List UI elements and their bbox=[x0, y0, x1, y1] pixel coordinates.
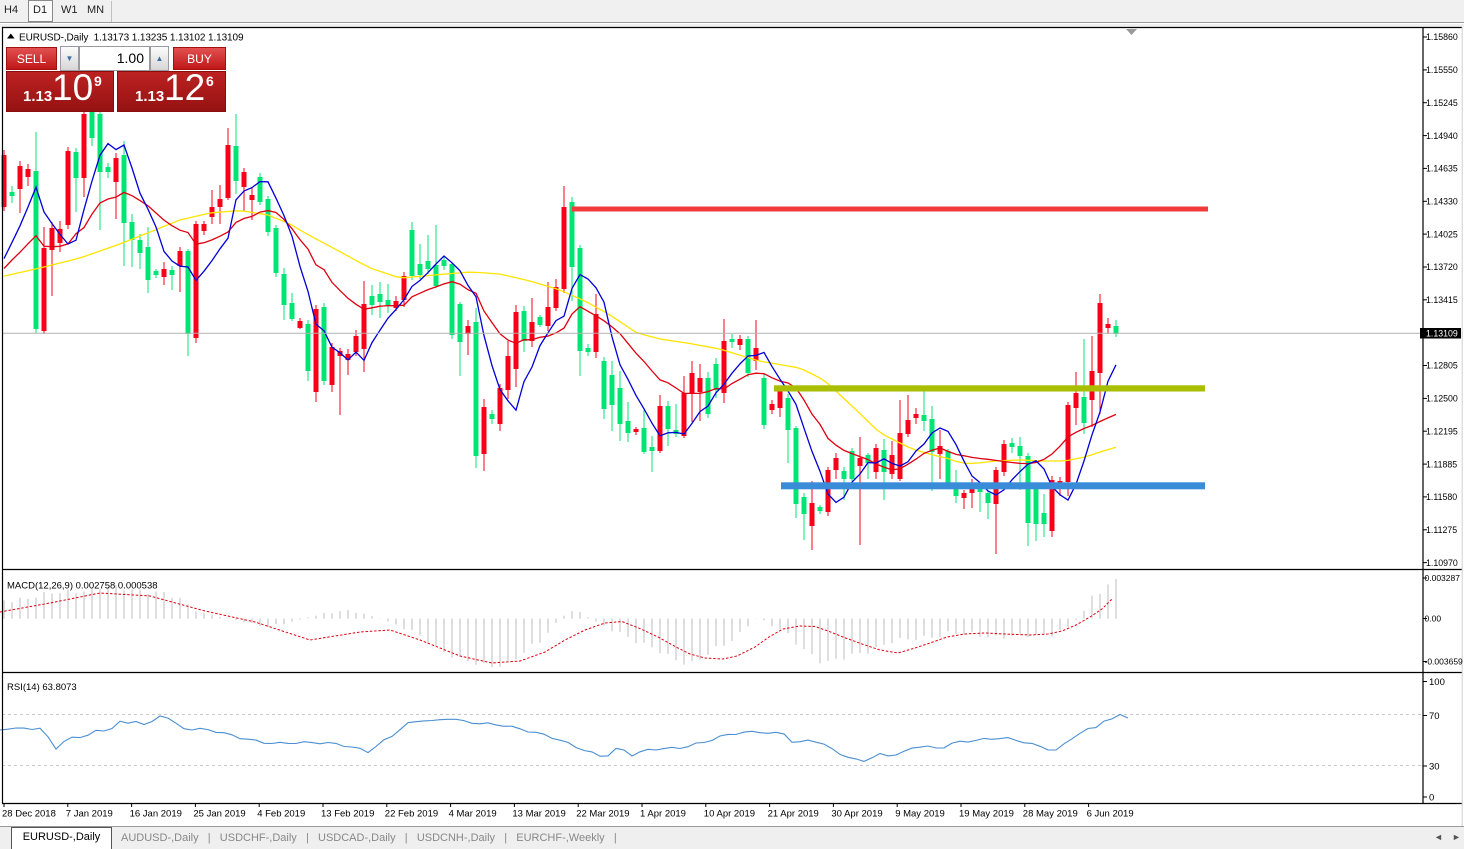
svg-text:22 Mar 2019: 22 Mar 2019 bbox=[576, 809, 629, 820]
svg-text:19 May 2019: 19 May 2019 bbox=[959, 809, 1014, 820]
svg-text:0.00: 0.00 bbox=[1425, 614, 1442, 624]
svg-text:EURUSD-,Daily 1.13173 1.13235: EURUSD-,Daily 1.13173 1.13235 1.13102 1.… bbox=[19, 33, 244, 44]
svg-text:1.13720: 1.13720 bbox=[1426, 262, 1458, 272]
svg-text:1.12500: 1.12500 bbox=[1426, 394, 1458, 404]
svg-text:-0.003659: -0.003659 bbox=[1425, 657, 1464, 667]
svg-text:25 Jan 2019: 25 Jan 2019 bbox=[193, 809, 245, 820]
svg-text:RSI(14) 63.8073: RSI(14) 63.8073 bbox=[7, 682, 77, 693]
svg-text:21 Apr 2019: 21 Apr 2019 bbox=[768, 809, 819, 820]
svg-text:16 Jan 2019: 16 Jan 2019 bbox=[130, 809, 182, 820]
svg-text:0: 0 bbox=[1429, 793, 1434, 804]
svg-text:1.10970: 1.10970 bbox=[1426, 558, 1458, 568]
svg-text:13 Feb 2019: 13 Feb 2019 bbox=[321, 809, 374, 820]
svg-text:28 May 2019: 28 May 2019 bbox=[1023, 809, 1078, 820]
svg-text:70: 70 bbox=[1429, 711, 1440, 722]
svg-text:1.12805: 1.12805 bbox=[1426, 361, 1458, 371]
svg-text:13 Mar 2019: 13 Mar 2019 bbox=[512, 809, 565, 820]
svg-text:1.12195: 1.12195 bbox=[1426, 426, 1458, 436]
svg-text:1.11275: 1.11275 bbox=[1426, 525, 1457, 535]
svg-text:0.003287: 0.003287 bbox=[1425, 573, 1461, 583]
svg-text:10 Apr 2019: 10 Apr 2019 bbox=[704, 809, 755, 820]
svg-text:9 May 2019: 9 May 2019 bbox=[895, 809, 945, 820]
svg-text:1.14940: 1.14940 bbox=[1426, 131, 1458, 141]
svg-text:1.15860: 1.15860 bbox=[1426, 32, 1458, 42]
svg-text:4 Feb 2019: 4 Feb 2019 bbox=[257, 809, 305, 820]
svg-text:1.13109: 1.13109 bbox=[1426, 328, 1458, 338]
svg-text:1.11885: 1.11885 bbox=[1426, 459, 1457, 469]
svg-text:1.14635: 1.14635 bbox=[1426, 164, 1458, 174]
svg-text:6 Jun 2019: 6 Jun 2019 bbox=[1087, 809, 1134, 820]
svg-text:1.11580: 1.11580 bbox=[1426, 492, 1457, 502]
svg-text:1.14330: 1.14330 bbox=[1426, 197, 1458, 207]
svg-text:1 Apr 2019: 1 Apr 2019 bbox=[640, 809, 686, 820]
svg-text:30: 30 bbox=[1429, 762, 1440, 773]
svg-text:1.15550: 1.15550 bbox=[1426, 65, 1458, 75]
svg-text:22 Feb 2019: 22 Feb 2019 bbox=[385, 809, 438, 820]
svg-text:1.13415: 1.13415 bbox=[1426, 295, 1458, 305]
svg-text:1.14025: 1.14025 bbox=[1426, 229, 1458, 239]
svg-text:30 Apr 2019: 30 Apr 2019 bbox=[831, 809, 882, 820]
svg-text:28 Dec 2018: 28 Dec 2018 bbox=[2, 809, 56, 820]
svg-text:100: 100 bbox=[1429, 677, 1445, 688]
svg-text:MACD(12,26,9) 0.002758 0.00053: MACD(12,26,9) 0.002758 0.000538 bbox=[7, 581, 158, 592]
svg-text:1.15245: 1.15245 bbox=[1426, 98, 1458, 108]
svg-text:7 Jan 2019: 7 Jan 2019 bbox=[66, 809, 113, 820]
svg-text:4 Mar 2019: 4 Mar 2019 bbox=[449, 809, 497, 820]
